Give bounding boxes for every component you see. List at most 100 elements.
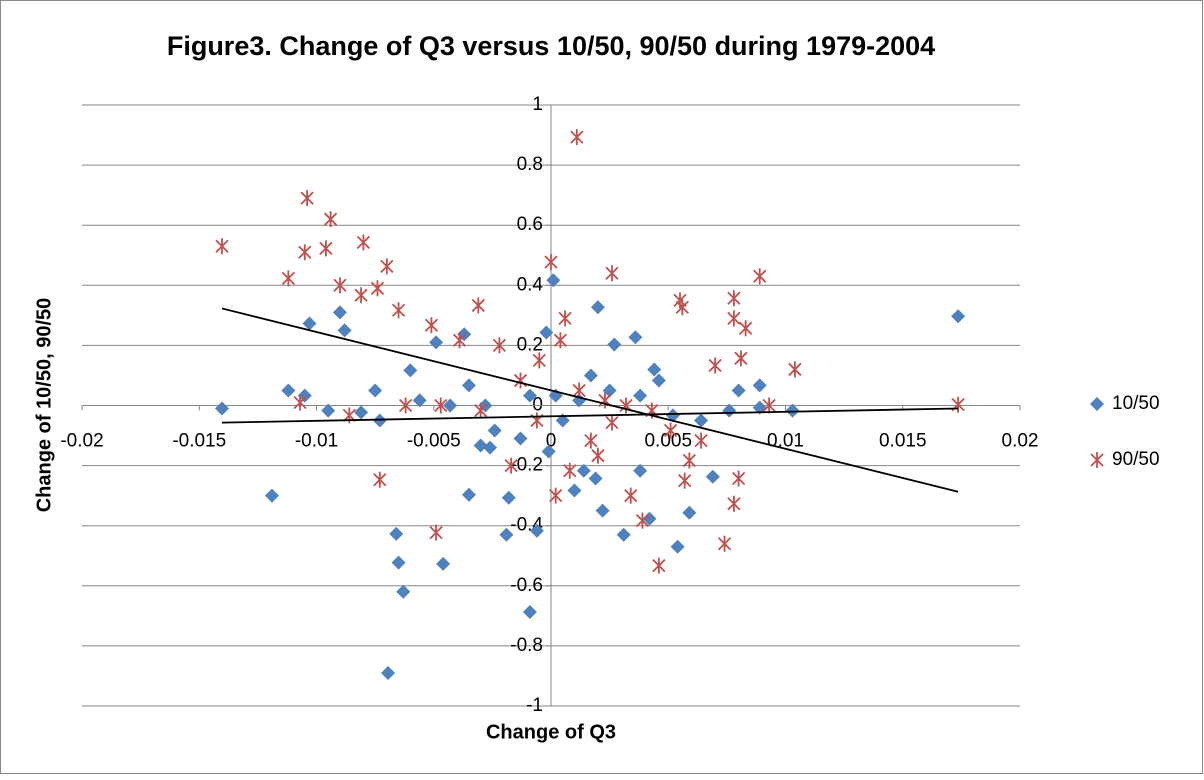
- point: [753, 268, 767, 285]
- point: [734, 350, 748, 367]
- point: [572, 382, 586, 399]
- point: [474, 402, 488, 419]
- point: [675, 299, 689, 316]
- legend-marker: [1090, 397, 1104, 411]
- y-axis-title: Change of 10/50, 90/50: [33, 298, 55, 513]
- y-tick-label: -0.2: [510, 455, 543, 476]
- x-tick-label: 0: [546, 431, 557, 452]
- point: [321, 403, 336, 418]
- point: [332, 305, 347, 320]
- point: [471, 297, 485, 314]
- point: [412, 393, 427, 408]
- x-tick-label: 0.015: [879, 431, 927, 452]
- y-tick-label: 0.4: [517, 274, 544, 295]
- x-axis-title: Change of Q3: [486, 721, 616, 743]
- point: [398, 397, 413, 414]
- point: [333, 277, 347, 294]
- point: [436, 556, 451, 571]
- point: [319, 240, 333, 257]
- point: [583, 368, 598, 383]
- y-tick-label: 0.6: [517, 214, 543, 235]
- point: [567, 483, 582, 498]
- y-tick-label: 0.8: [517, 154, 543, 175]
- y-tick-label: -0.8: [510, 635, 543, 656]
- point: [678, 472, 692, 489]
- point: [576, 463, 591, 478]
- point: [584, 432, 598, 449]
- point: [391, 302, 406, 319]
- point: [264, 488, 279, 503]
- point: [443, 398, 458, 413]
- point: [595, 503, 610, 518]
- point: [546, 273, 561, 288]
- point: [368, 383, 383, 398]
- point: [483, 440, 498, 455]
- y-tick-label: -0.6: [510, 575, 543, 596]
- point: [785, 403, 800, 418]
- point: [607, 337, 622, 352]
- point: [452, 332, 467, 349]
- point: [504, 457, 518, 474]
- legend-label: 90/50: [1112, 449, 1160, 470]
- point: [951, 309, 966, 324]
- point: [513, 431, 528, 446]
- point: [424, 317, 439, 334]
- point: [722, 403, 737, 418]
- point: [682, 505, 697, 520]
- point: [642, 511, 657, 526]
- point: [323, 211, 338, 228]
- point: [434, 397, 448, 414]
- point: [731, 470, 746, 487]
- point: [215, 238, 229, 255]
- point: [694, 413, 709, 428]
- point: [705, 469, 720, 484]
- point: [651, 373, 666, 388]
- point: [553, 332, 568, 349]
- point: [532, 352, 546, 369]
- point: [717, 535, 732, 552]
- point: [663, 422, 678, 439]
- point: [605, 414, 619, 431]
- x-tick-label: 0.02: [1002, 431, 1039, 452]
- point: [570, 129, 584, 146]
- point: [473, 438, 488, 453]
- point: [391, 555, 406, 570]
- point: [522, 604, 537, 619]
- point: [337, 323, 352, 338]
- point: [727, 495, 741, 512]
- y-tick-label: -1: [526, 695, 543, 716]
- point: [544, 254, 558, 271]
- point: [529, 523, 544, 538]
- point: [539, 325, 554, 340]
- point: [499, 527, 514, 542]
- point: [652, 557, 666, 574]
- point: [752, 378, 767, 393]
- point: [727, 290, 741, 307]
- point: [731, 383, 746, 398]
- point: [762, 397, 776, 414]
- trend-line: [221, 307, 959, 493]
- point: [682, 452, 696, 469]
- point: [298, 244, 312, 261]
- point: [635, 512, 650, 529]
- point: [396, 584, 411, 599]
- point: [373, 471, 387, 488]
- point: [381, 665, 396, 680]
- point: [616, 527, 631, 542]
- point: [708, 357, 722, 374]
- point: [281, 270, 295, 287]
- point: [300, 190, 314, 207]
- point: [549, 487, 563, 504]
- point: [403, 363, 418, 378]
- point: [293, 394, 307, 411]
- x-tick-label: -0.01: [295, 431, 338, 452]
- x-tick-label: 0.005: [644, 431, 692, 452]
- point: [647, 362, 662, 377]
- x-tick-label: -0.02: [60, 431, 103, 452]
- point: [370, 280, 385, 297]
- point: [602, 383, 617, 398]
- point: [429, 335, 444, 350]
- point: [665, 408, 680, 423]
